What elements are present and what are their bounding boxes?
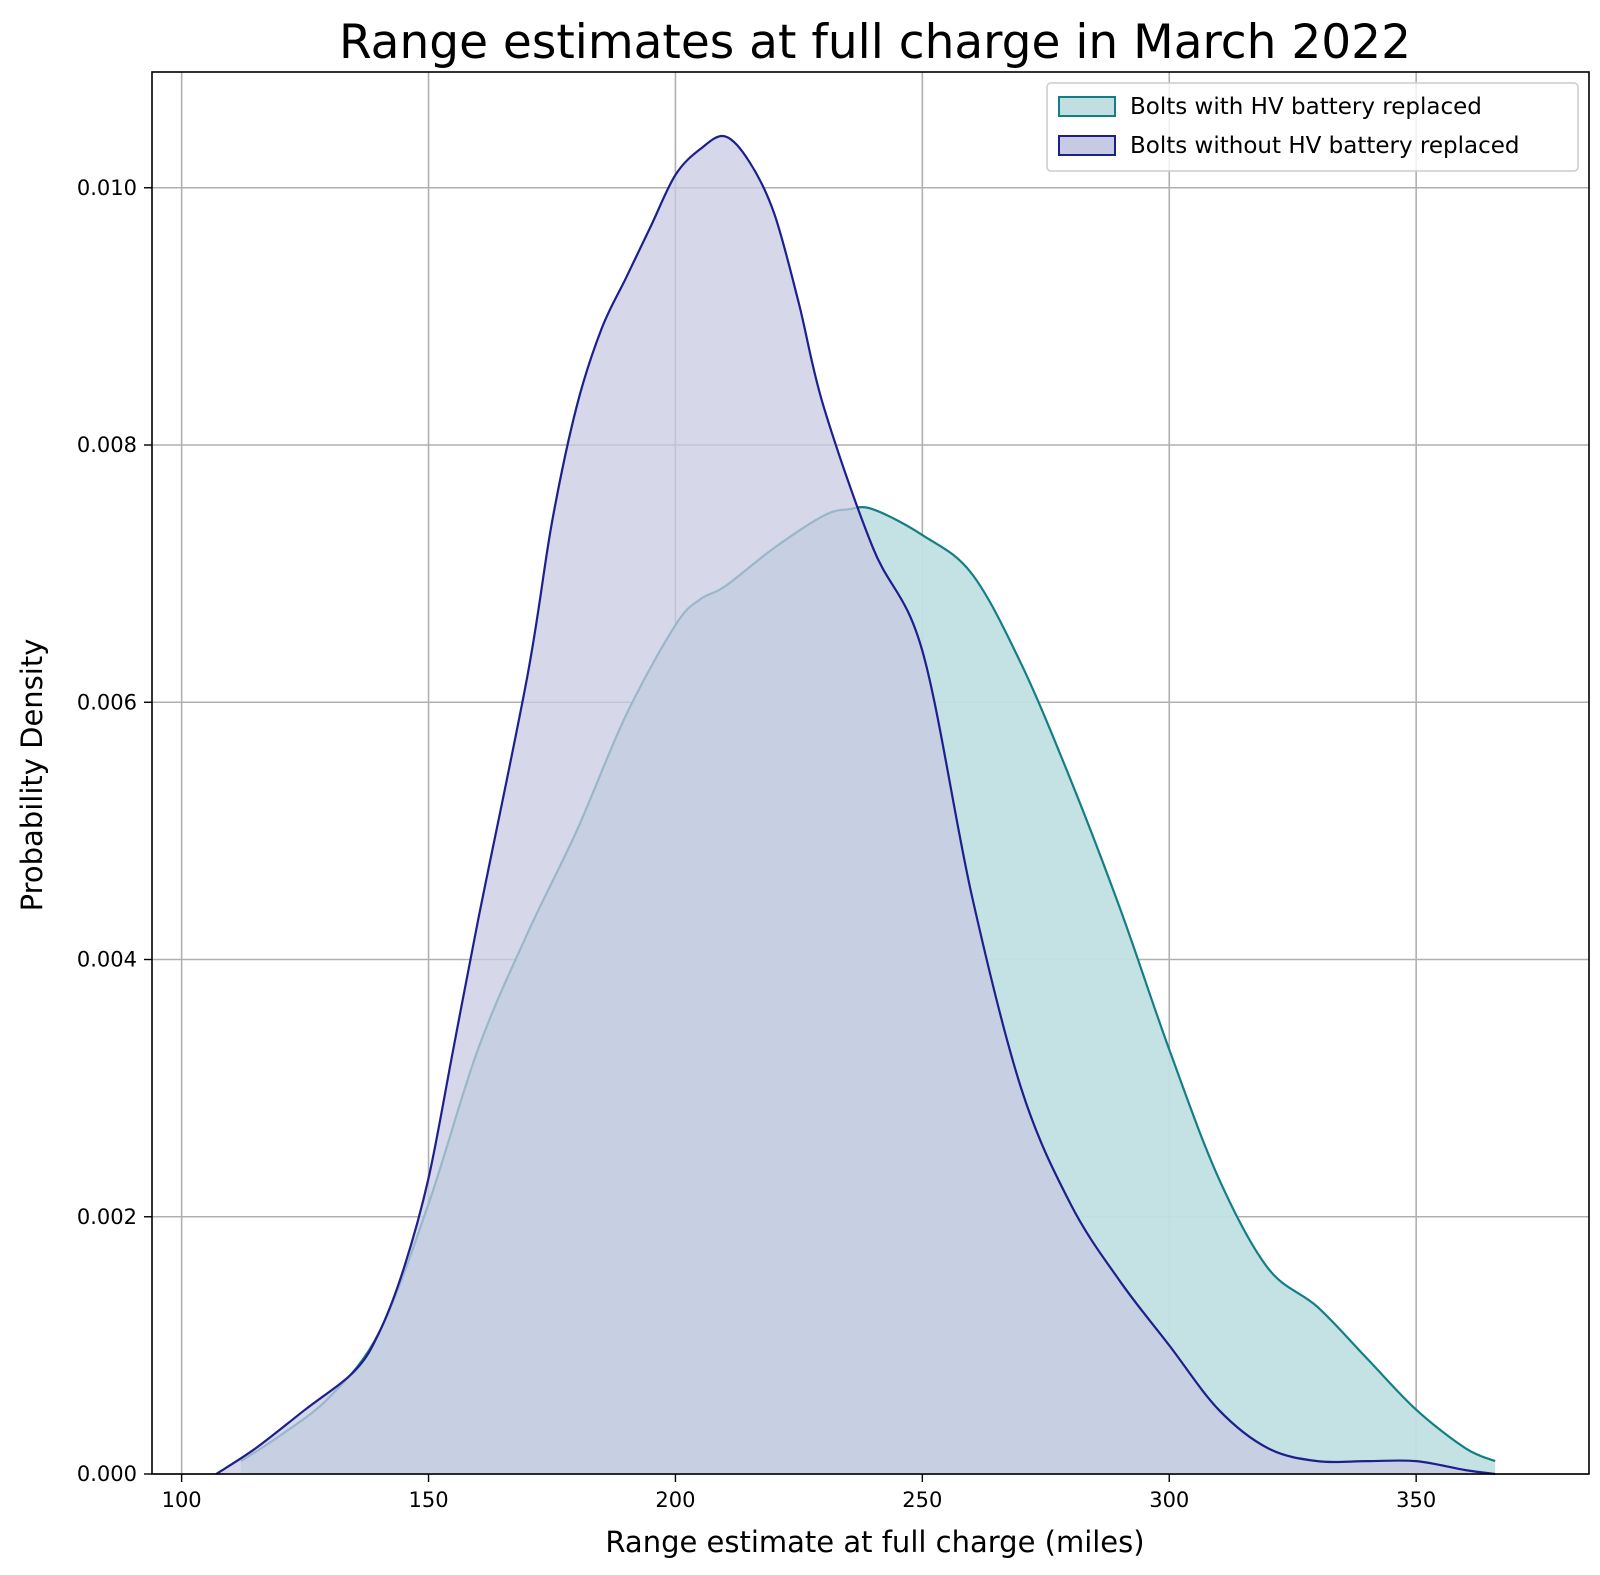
x-tick-label: 200 (655, 1488, 695, 1512)
y-tick-label: 0.004 (77, 948, 137, 972)
chart-title: Range estimates at full charge in March … (339, 15, 1411, 70)
tick-labels: 100 150 200 250 300 350 0.000 0.002 0.004 0.006 0.… (77, 176, 1436, 1512)
density-areas (215, 134, 1496, 1476)
legend: Bolts with HV battery replaced Bolts with… (1046, 82, 1579, 172)
legend-swatch-0 (1058, 96, 1116, 117)
density-area-fill-1 (216, 135, 1496, 1474)
legend-swatch-1 (1058, 135, 1116, 156)
x-tick-label: 300 (1149, 1488, 1189, 1512)
plot-frame (151, 71, 1590, 1475)
density-line-1 (215, 134, 1496, 1476)
x-axis-label: Range estimate at full charge (miles) (605, 1525, 1144, 1559)
legend-box (1046, 82, 1579, 172)
x-tick-label: 350 (1396, 1488, 1436, 1512)
axes (144, 71, 1590, 1482)
x-tick-label: 150 (408, 1488, 448, 1512)
y-tick-label: 0.006 (77, 690, 137, 714)
legend-label-1: Bolts without HV battery replaced (1130, 133, 1520, 159)
legend-label-0: Bolts with HV battery replaced (1130, 94, 1482, 120)
x-tick-label: 250 (902, 1488, 942, 1512)
x-tick-label: 100 (162, 1488, 202, 1512)
y-tick-label: 0.002 (77, 1205, 137, 1229)
y-tick-label: 0.000 (77, 1462, 137, 1486)
y-tick-label: 0.008 (77, 433, 137, 457)
y-axis-label: Probability Density (15, 639, 49, 912)
y-tick-label: 0.010 (77, 176, 137, 200)
